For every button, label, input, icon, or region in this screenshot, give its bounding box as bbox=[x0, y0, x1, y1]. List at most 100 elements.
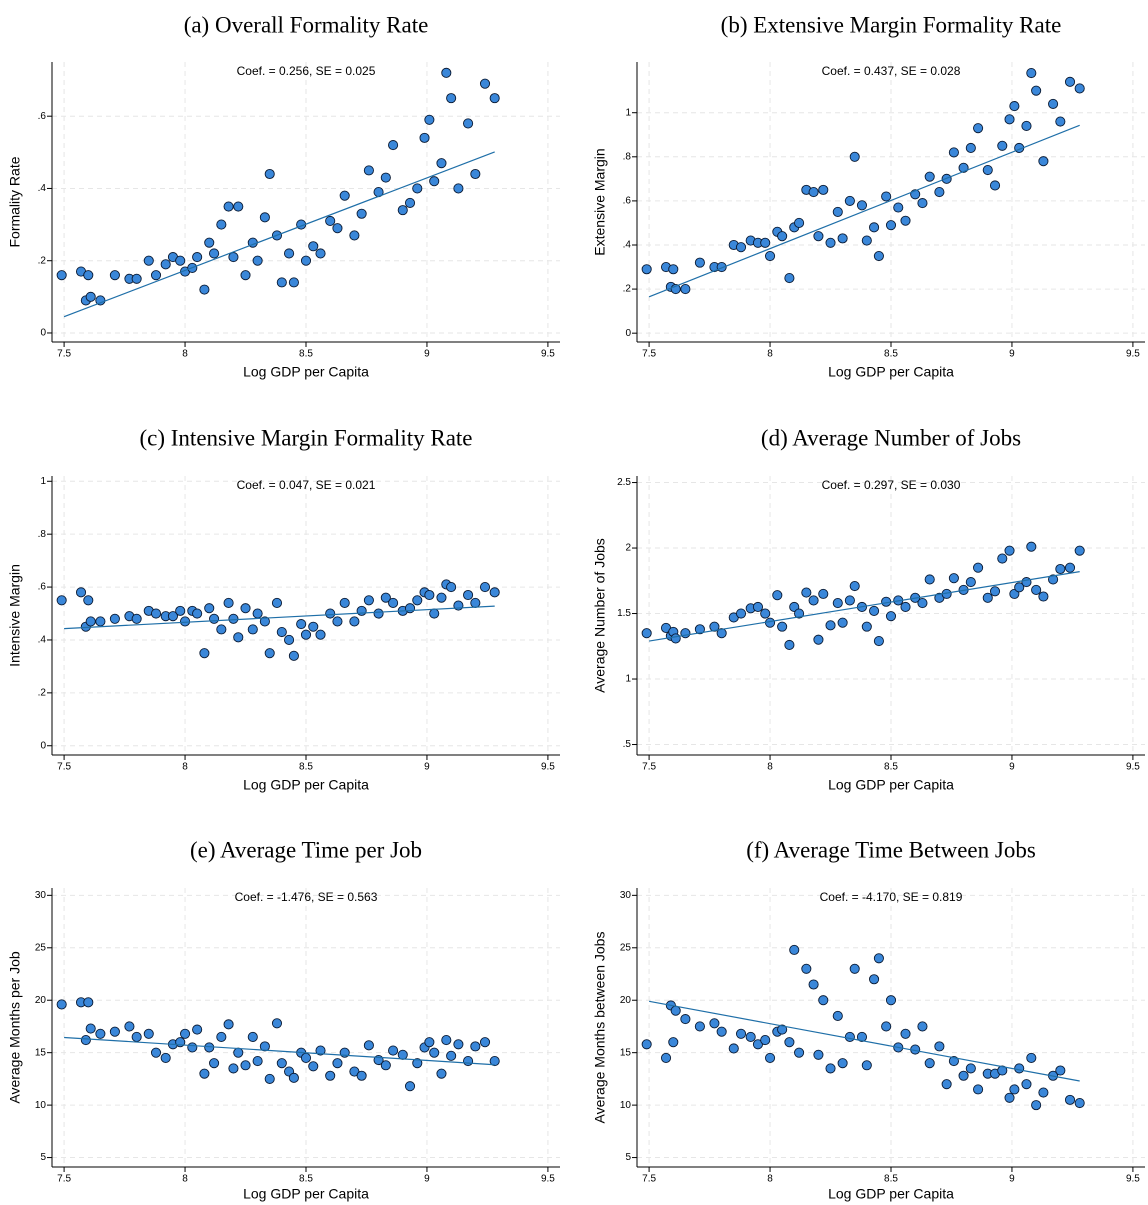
point bbox=[873, 250, 884, 262]
point bbox=[641, 628, 652, 639]
point bbox=[869, 974, 880, 985]
point bbox=[252, 255, 263, 266]
point bbox=[900, 601, 911, 613]
point bbox=[228, 613, 239, 624]
point bbox=[240, 603, 251, 614]
point bbox=[264, 648, 275, 659]
point bbox=[680, 628, 691, 639]
point bbox=[247, 624, 258, 635]
y-tick-label: .6 bbox=[38, 582, 47, 593]
point bbox=[1048, 98, 1059, 109]
point bbox=[489, 1056, 500, 1067]
panel: (b) Extensive Margin Formality Rate 0 .2 .4… bbox=[592, 12, 1145, 380]
point bbox=[1026, 67, 1037, 79]
y-tick-label: .6 bbox=[38, 111, 47, 122]
point bbox=[209, 613, 220, 624]
point bbox=[339, 597, 350, 608]
point bbox=[446, 93, 457, 104]
point bbox=[1026, 541, 1037, 552]
point bbox=[1004, 1092, 1015, 1103]
point bbox=[479, 582, 491, 593]
point bbox=[175, 605, 186, 616]
annotation: Coef. = 0.297, SE = 0.030 bbox=[822, 478, 961, 492]
y-tick-label: 10 bbox=[35, 1100, 47, 1111]
point bbox=[264, 168, 275, 180]
point bbox=[308, 1061, 319, 1072]
point bbox=[223, 201, 234, 212]
y-tick-label: 5 bbox=[625, 1152, 631, 1163]
x-tick-label: 8.5 bbox=[299, 349, 313, 360]
point bbox=[760, 237, 771, 248]
point bbox=[167, 611, 179, 622]
point bbox=[745, 1031, 756, 1042]
x-tick-label: 8.5 bbox=[884, 1174, 898, 1185]
point bbox=[837, 1058, 848, 1069]
point bbox=[332, 223, 343, 234]
fit-line bbox=[648, 124, 1080, 298]
point bbox=[694, 624, 705, 635]
x-tick-label: 8.5 bbox=[884, 349, 898, 360]
point bbox=[179, 1028, 191, 1039]
point bbox=[95, 616, 106, 627]
point bbox=[1031, 584, 1042, 596]
point bbox=[150, 1047, 162, 1058]
point bbox=[900, 215, 911, 226]
point bbox=[869, 605, 880, 616]
x-tick-label: 8.5 bbox=[299, 762, 313, 773]
point bbox=[85, 616, 96, 627]
point bbox=[424, 589, 435, 601]
point bbox=[873, 635, 884, 647]
point bbox=[240, 270, 251, 281]
point bbox=[83, 270, 94, 281]
point bbox=[777, 621, 788, 632]
point bbox=[216, 219, 227, 230]
y-tick-label: 15 bbox=[620, 1047, 632, 1058]
point bbox=[716, 1026, 727, 1037]
x-axis-label: Log GDP per Capita bbox=[243, 1186, 369, 1202]
panel: (a) Overall Formality Rate 0 .2 .4 .6 7.5 8 8.5… bbox=[7, 12, 560, 380]
point bbox=[941, 1079, 952, 1090]
point bbox=[349, 616, 360, 627]
point bbox=[349, 230, 360, 241]
point bbox=[446, 1050, 457, 1061]
point bbox=[641, 1039, 652, 1050]
point bbox=[764, 1052, 776, 1063]
point bbox=[1004, 114, 1015, 125]
panel: (f) Average Time Between Jobs 5 10 15 20 25 30… bbox=[592, 837, 1145, 1202]
y-tick-label: 25 bbox=[620, 942, 632, 953]
point bbox=[380, 1060, 391, 1071]
point bbox=[315, 248, 326, 259]
x-tick-label: 9 bbox=[424, 1174, 430, 1185]
panel-title: (f) Average Time Between Jobs bbox=[746, 837, 1036, 862]
point bbox=[735, 242, 747, 253]
point bbox=[849, 963, 860, 974]
fit-line bbox=[648, 571, 1080, 642]
y-tick-label: .4 bbox=[623, 240, 632, 251]
point bbox=[264, 1073, 275, 1084]
point bbox=[924, 171, 935, 182]
point bbox=[973, 562, 984, 573]
point bbox=[813, 1049, 824, 1060]
y-tick-label: 2.5 bbox=[617, 477, 631, 488]
point bbox=[832, 206, 843, 217]
point bbox=[388, 1045, 399, 1056]
point bbox=[308, 621, 319, 632]
point bbox=[83, 997, 94, 1008]
x-tick-label: 7.5 bbox=[642, 349, 656, 360]
point bbox=[356, 605, 367, 616]
point bbox=[1038, 156, 1049, 167]
annotation: Coef. = -4.170, SE = 0.819 bbox=[820, 890, 963, 904]
point bbox=[300, 629, 312, 640]
x-tick-label: 9.5 bbox=[1126, 349, 1140, 360]
point bbox=[1004, 545, 1015, 556]
point bbox=[837, 233, 848, 244]
point bbox=[223, 1019, 234, 1030]
point bbox=[259, 212, 270, 223]
y-tick-label: 25 bbox=[35, 942, 47, 953]
point bbox=[363, 1040, 374, 1051]
point bbox=[982, 592, 993, 603]
point bbox=[813, 231, 824, 242]
x-tick-label: 8 bbox=[182, 1174, 188, 1185]
y-tick-label: 1 bbox=[625, 674, 631, 685]
point bbox=[429, 176, 440, 187]
